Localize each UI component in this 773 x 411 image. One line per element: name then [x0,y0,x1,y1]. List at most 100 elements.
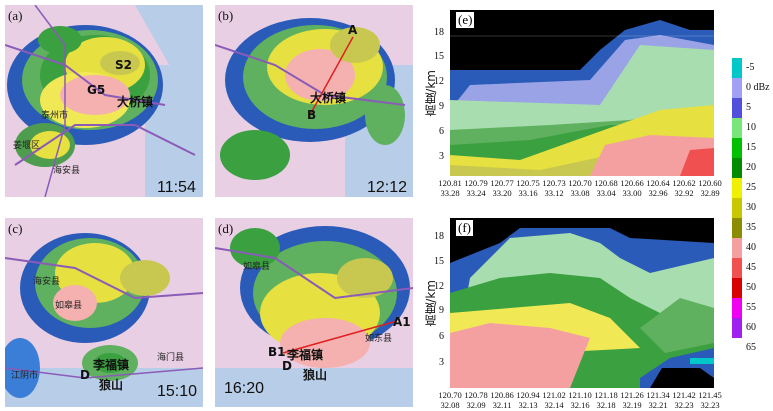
county-a-3: 海安县 [53,166,81,176]
colorbar-swatch [732,198,742,218]
colorbar-label: 55 [746,302,756,313]
radar-echo-c [5,233,203,407]
label-a: A [348,23,358,37]
xtick-e-5: 120.70 33.08 [568,178,592,198]
ytick-e-15: 15 [434,51,444,62]
colorbar-label: 35 [746,222,756,233]
radar-map-a: (a) S2 G5 大桥镇 泰州市 姜堰区 海安县 11:54 [5,5,203,197]
colorbar-label: 40 [746,242,756,253]
panel-letter-f: (f) [456,220,473,236]
colorbar-label: 60 [746,322,756,333]
xtick-f-5: 121.10 32.16 [568,390,592,410]
colorbar-label: 25 [746,182,756,193]
xtick-e-2: 120.77 33.20 [490,178,514,198]
panel-letter-d: (d) [218,221,234,236]
label-lifu-c: 李福镇 [93,358,130,372]
county-a-2: 姜堰区 [13,141,41,151]
colorbar-swatch [732,258,742,278]
xtick-f-8: 121.34 32.21 [646,390,670,410]
ytick-e-18: 18 [434,27,444,38]
ytick-f-15: 15 [434,256,444,267]
cross-section-e: (e) [450,10,714,176]
county-c-3: 海门县 [157,353,185,363]
colorbar-swatch [732,218,742,238]
colorbar-label: 5 [746,102,751,113]
colorbar-swatch [732,58,742,78]
xtick-f-3: 120.94 32.13 [516,390,540,410]
ytick-e-9: 9 [439,101,444,112]
label-b: B [307,108,317,122]
label-langshan-d: 狼山 [303,368,328,382]
radar-map-b: (b) A 大桥镇 B 12:12 [215,5,413,197]
ytick-f-3: 3 [439,357,444,368]
reflectivity-colorbar [732,58,742,338]
colorbar-label: -5 [746,62,755,73]
panel-letter-a: (a) [8,8,23,23]
xtick-e-8: 120.64 32.96 [646,178,670,198]
colorbar-label: 30 [746,202,756,213]
county-c-4: 江阴市 [11,371,39,381]
cross-section-e-reflectivity [450,20,714,176]
panel-letter-c: (c) [8,221,23,236]
colorbar-swatch [732,178,742,198]
colorbar-label: 0 dBz [746,82,770,93]
label-d-d: D [282,359,292,373]
radar-echo-d [215,226,413,407]
label-g5: G5 [87,83,106,97]
ytick-e-6: 6 [439,126,444,137]
label-d-c: D [80,368,90,382]
xtick-e-1: 120.79 33.24 [464,178,488,198]
xtick-f-2: 120.86 32.11 [490,390,514,410]
colorbar-label: 10 [746,122,756,133]
label-lifu-d: 李福镇 [287,348,324,362]
xtick-e-0: 120.81 33.28 [438,178,462,198]
panel-time-c: 15:10 [157,383,198,400]
radar-echo-b [215,18,413,197]
panel-time-a: 11:54 [157,179,196,196]
xtick-f-4: 121.02 32.14 [542,390,566,410]
colorbar-swatch [732,98,742,118]
xtick-e-4: 120.73 33.12 [542,178,566,198]
xtick-e-10: 120.60 32.89 [698,178,722,198]
label-a1: A1 [393,315,411,329]
xtick-f-6: 121.18 32.18 [594,390,618,410]
colorbar-swatch [732,158,742,178]
xtick-f-9: 121.42 32.23 [672,390,696,410]
colorbar-swatch [732,238,742,258]
cross-section-f: (f) [450,218,714,388]
label-daqiao-b: 大桥镇 [310,91,347,105]
section-line-ab [310,36,354,114]
colorbar-label: 65 [746,342,756,353]
label-s2: S2 [115,58,132,72]
panel-letter-e: (e) [456,12,475,28]
panel-time-d: 16:20 [224,380,265,397]
xtick-e-7: 120.66 33.00 [620,178,644,198]
ytick-f-12: 12 [434,281,444,292]
xtick-f-7: 121.26 32.19 [620,390,644,410]
xtick-e-3: 120.75 33.16 [516,178,540,198]
colorbar-label: 20 [746,162,756,173]
ytick-e-3: 3 [439,151,444,162]
ytick-e-12: 12 [434,76,444,87]
colorbar-swatch [732,138,742,158]
county-d-2: 如东县 [365,334,393,344]
ytick-f-9: 9 [439,305,444,316]
colorbar-swatches [732,58,742,338]
county-d-1: 如皋县 [243,262,271,272]
colorbar-swatch [732,278,742,298]
panel-time-b: 12:12 [367,179,408,196]
label-langshan-c: 狼山 [99,378,124,392]
ytick-f-6: 6 [439,331,444,342]
county-c-1: 海安县 [33,277,61,287]
xtick-f-1: 120.78 32.09 [464,390,488,410]
colorbar-swatch [732,78,742,98]
xtick-e-6: 120.68 33.04 [594,178,618,198]
colorbar-swatch [732,318,742,338]
radar-map-d: (d) 如皋县 如东县 A1 B1 李福镇 D 狼山 16:20 [215,218,413,407]
label-b1: B1 [268,345,286,359]
county-a-1: 泰州市 [41,111,69,121]
xtick-f-10: 121.45 32.23 [698,390,722,410]
colorbar-label: 50 [746,282,756,293]
colorbar-swatch [732,118,742,138]
ytick-f-18: 18 [434,231,444,242]
